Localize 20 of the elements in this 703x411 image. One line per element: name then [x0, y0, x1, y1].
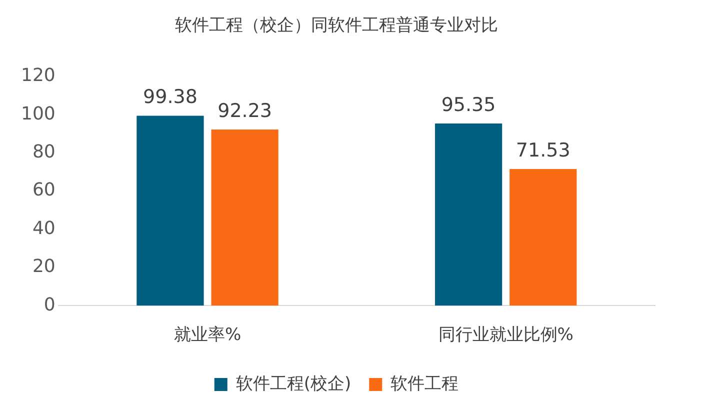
bar [136, 116, 204, 306]
y-tick-label: 40 [32, 218, 56, 239]
x-tick-label: 就业率% [174, 325, 242, 346]
y-tick-label: 20 [32, 256, 56, 278]
y-tick-label: 80 [32, 141, 56, 162]
chart-title: 软件工程（校企）同软件工程普通专业对比 [175, 16, 498, 36]
legend-label: 软件工程(校企) [236, 374, 352, 394]
y-tick-label: 0 [44, 294, 56, 316]
bar [510, 168, 577, 306]
y-tick-label: 120 [20, 65, 56, 86]
data-label: 95.35 [441, 94, 496, 116]
bar [211, 129, 278, 306]
data-label: 99.38 [143, 86, 198, 108]
x-tick-label: 同行业就业比例% [438, 325, 574, 346]
y-tick-label: 60 [32, 180, 56, 201]
bar [434, 123, 502, 306]
y-tick-label: 100 [20, 103, 56, 124]
legend-label: 软件工程 [390, 374, 459, 394]
data-label: 71.53 [516, 139, 570, 162]
data-label: 92.23 [218, 100, 272, 122]
